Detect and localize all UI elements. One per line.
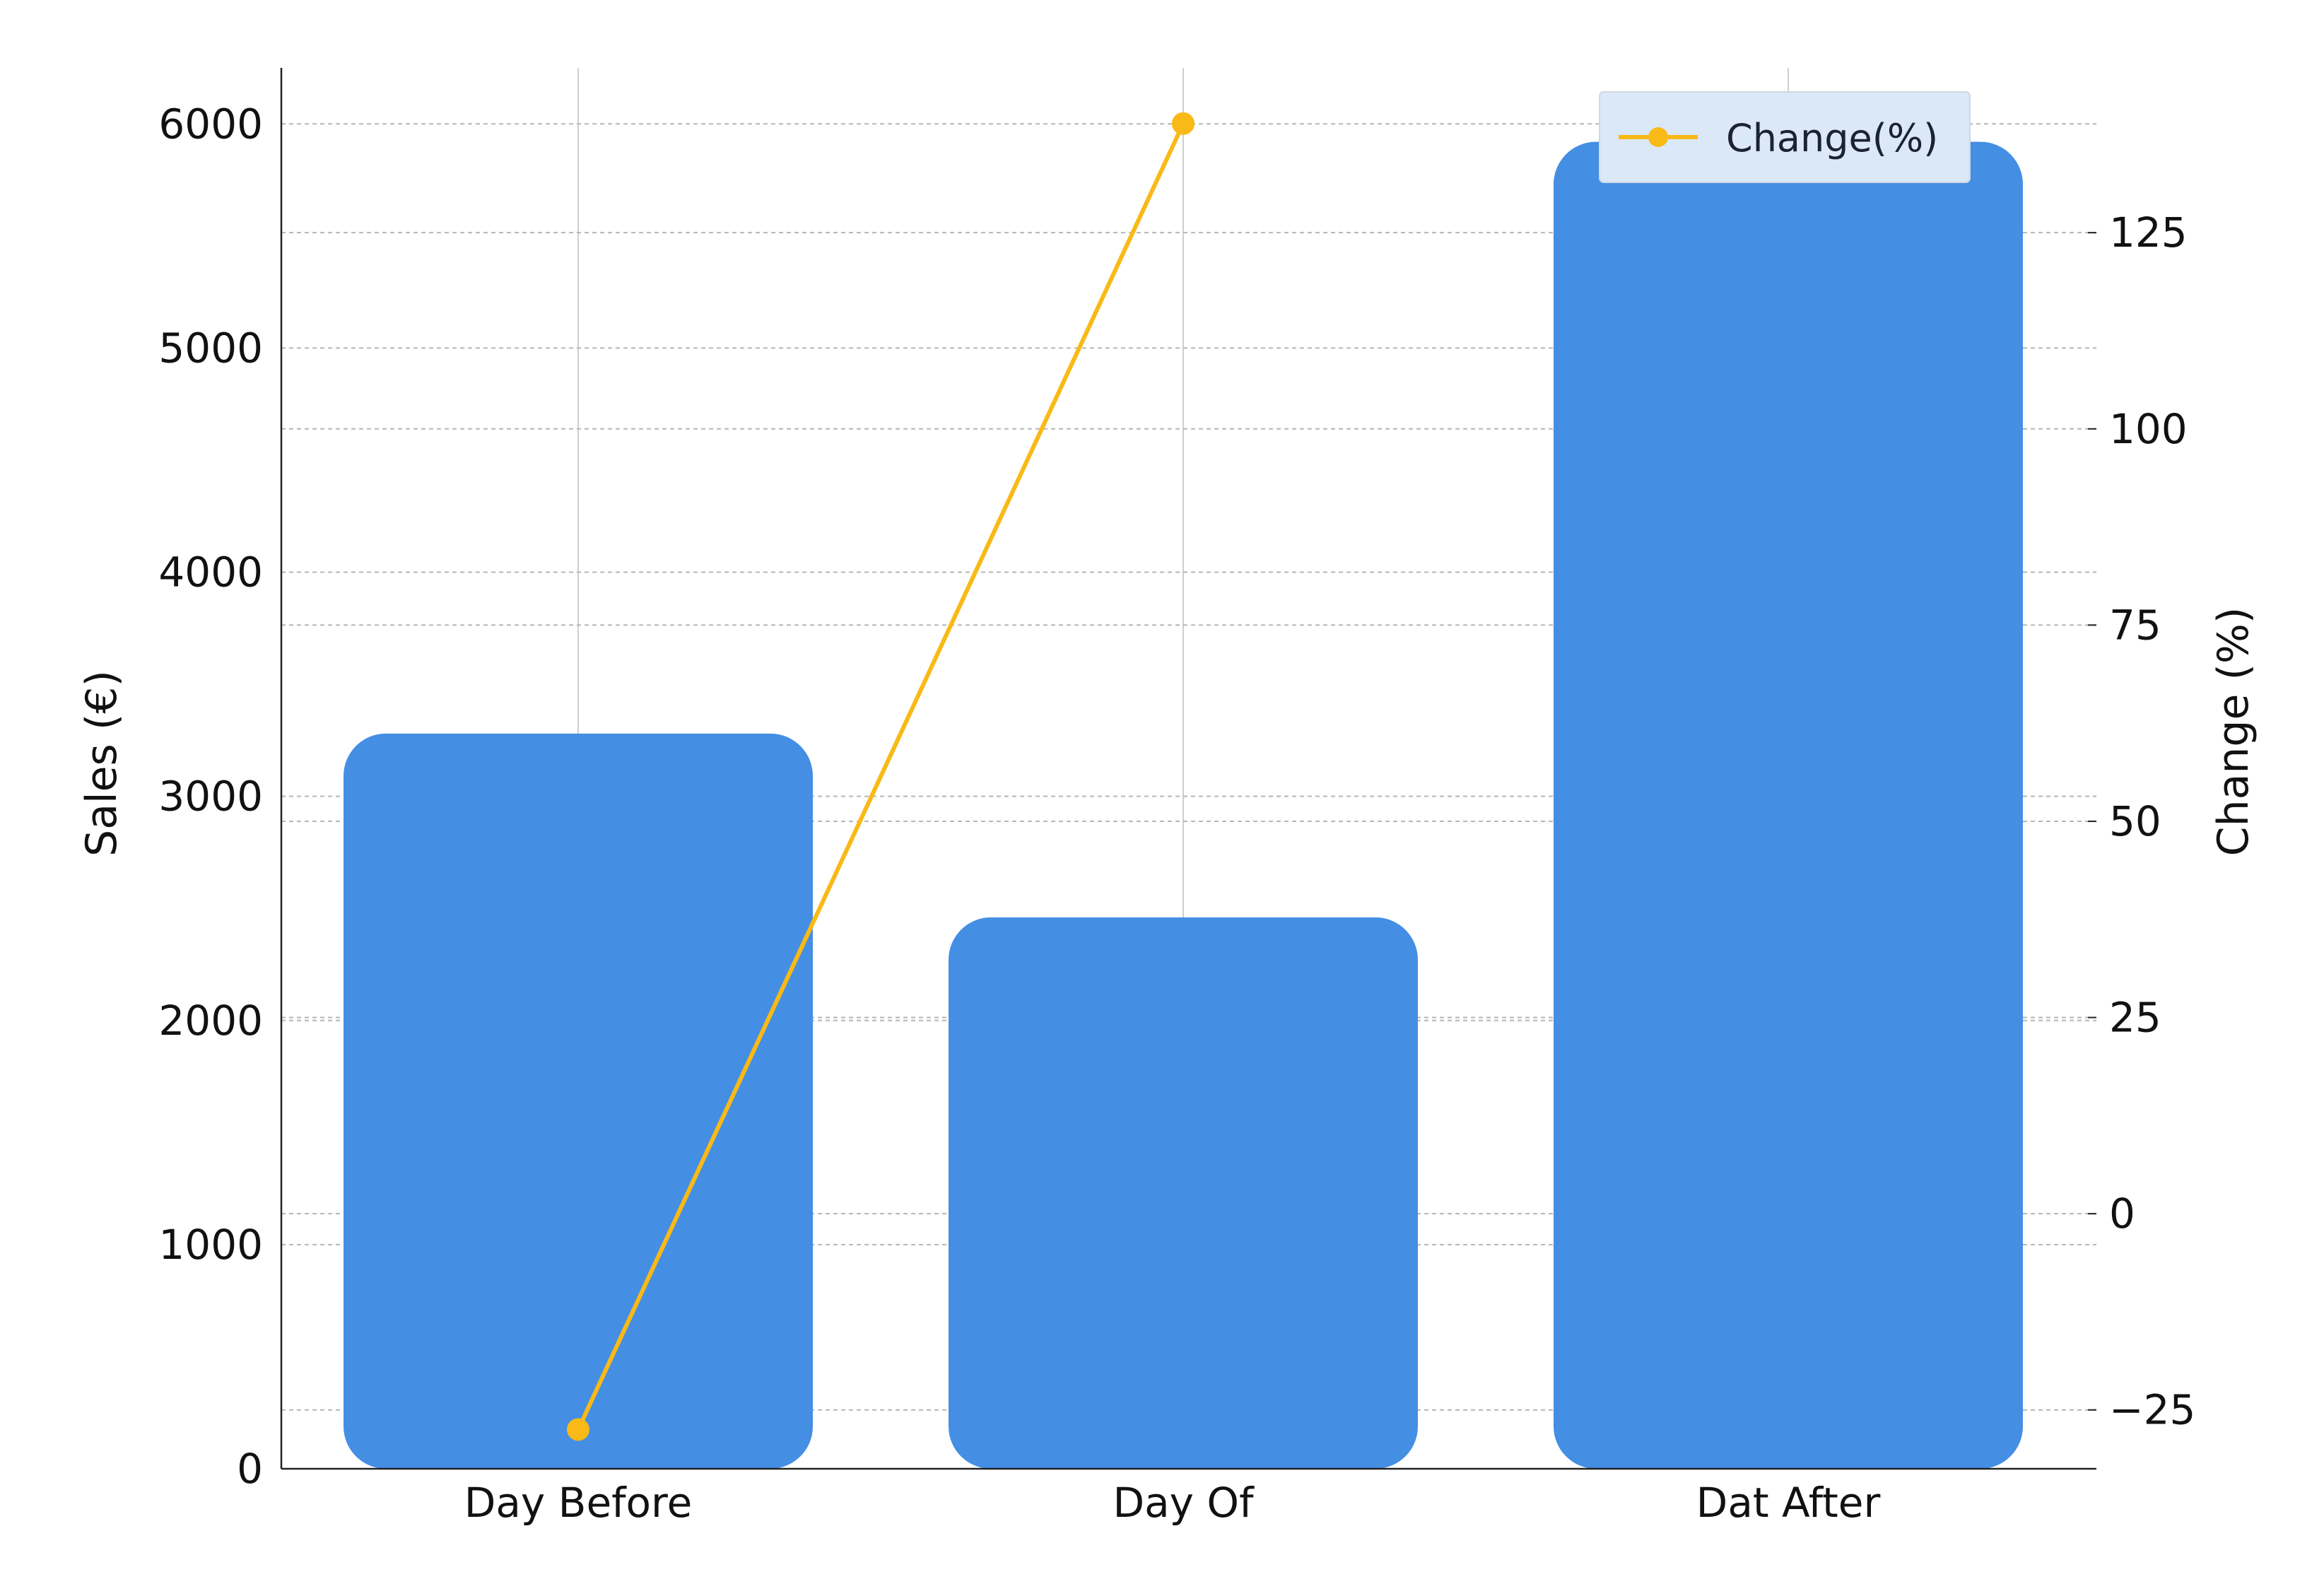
y-tick-label-left: 5000 <box>158 324 263 372</box>
y-axis-label-right: Change (%) <box>2209 607 2258 857</box>
bar <box>1554 141 2023 1469</box>
y-tick-label-left: 1000 <box>158 1221 263 1269</box>
bars <box>344 141 2023 1469</box>
x-tick-label: Day Before <box>464 1479 693 1527</box>
bar <box>344 733 813 1469</box>
y-tick-label-right: 75 <box>2109 601 2161 649</box>
x-tick-label: Dat After <box>1696 1479 1881 1527</box>
change-line <box>576 122 1185 1431</box>
y-tick-label-left: 4000 <box>158 548 263 597</box>
y-tick-label-right: 25 <box>2109 994 2161 1042</box>
y-tick-label-left: 6000 <box>158 100 263 148</box>
axes <box>280 68 2096 1470</box>
legend-label: Change(%) <box>1726 116 1938 160</box>
change-point <box>567 1418 589 1441</box>
y-tick-label-left: 0 <box>237 1445 263 1493</box>
change-point <box>1172 112 1195 135</box>
y-tick-label-right: 125 <box>2109 209 2188 257</box>
change-line-series <box>567 112 1195 1441</box>
legend-marker-swatch <box>1648 127 1668 147</box>
legend-box <box>1599 91 1971 183</box>
y-tick-label-left: 2000 <box>158 997 263 1045</box>
y-tick-label-right: 100 <box>2109 405 2188 453</box>
x-tick-label: Day Of <box>1113 1479 1255 1527</box>
right-tick-labels: −25 0 25 50 75 100 125 <box>2088 209 2195 1434</box>
legend: Change(%) <box>1599 91 1971 183</box>
y-tick-label-right: 0 <box>2109 1190 2135 1238</box>
bar <box>949 917 1418 1469</box>
y-axis-label-left: Sales (€) <box>77 670 127 857</box>
y-tick-label-right: 50 <box>2109 797 2161 845</box>
left-tick-labels: 0 1000 2000 3000 4000 5000 6000 <box>158 100 263 1493</box>
x-tick-labels: Day Before Day Of Dat After <box>464 1479 1881 1527</box>
y-tick-label-left: 3000 <box>158 773 263 821</box>
y-tick-label-right: −25 <box>2109 1386 2195 1434</box>
